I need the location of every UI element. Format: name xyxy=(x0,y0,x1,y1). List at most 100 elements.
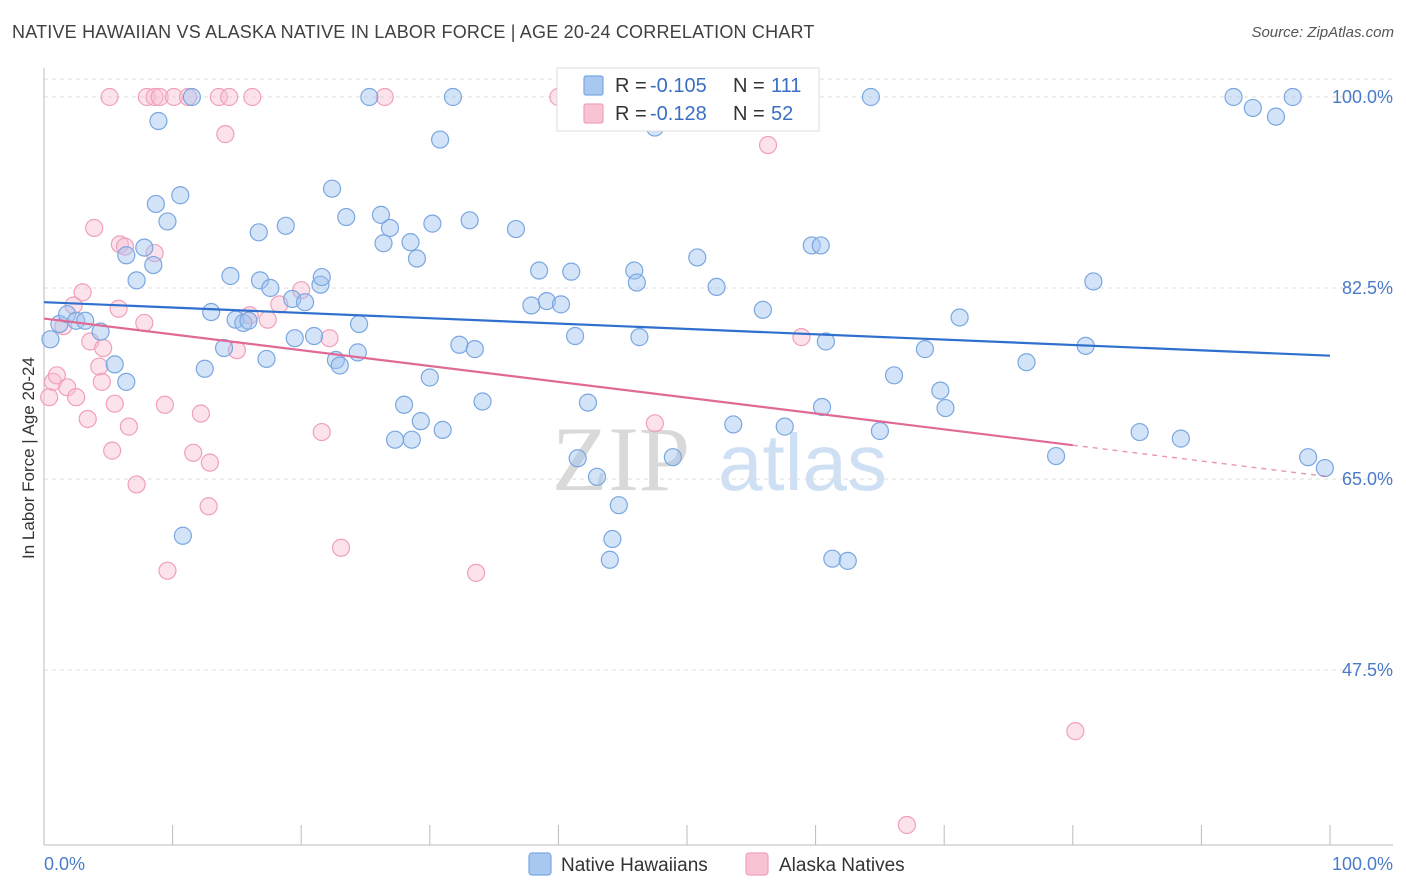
native-hawaiians-point xyxy=(221,266,240,286)
native-hawaiians-point xyxy=(816,332,835,351)
native-hawaiians-point xyxy=(1299,448,1318,467)
native-hawaiians-point xyxy=(724,415,743,434)
native-hawaiians-point xyxy=(195,359,214,378)
native-hawaiians-point xyxy=(276,216,295,235)
native-hawaiians-point xyxy=(330,356,349,375)
alaska-natives-point xyxy=(645,414,664,433)
native-hawaiians-point xyxy=(91,322,110,341)
watermark-zip: ZIP xyxy=(552,408,690,510)
native-hawaiians-point xyxy=(312,267,331,287)
legend-n-label-1: N = xyxy=(733,75,765,97)
alaska-natives-point xyxy=(792,328,811,347)
native-hawaiians-point xyxy=(1084,272,1103,291)
native-hawaiians-point xyxy=(202,302,221,322)
native-hawaiians-point xyxy=(249,223,268,242)
native-hawaiians-point xyxy=(149,111,168,131)
alaska-natives-point xyxy=(67,388,86,407)
alaska-natives-point xyxy=(135,313,154,333)
native-hawaiians-point xyxy=(1130,422,1149,442)
y-axis-label: In Labor Force | Age 20-24 xyxy=(19,357,38,559)
native-hawaiians-point xyxy=(838,551,857,570)
alaska-natives-point xyxy=(90,357,109,376)
native-hawaiians-point xyxy=(239,311,258,330)
native-hawaiians-point xyxy=(1171,429,1190,448)
native-hawaiians-points xyxy=(41,87,1334,570)
series-legend: Native Hawaiians Alaska Natives xyxy=(528,852,905,876)
native-hawaiians-point xyxy=(41,330,60,349)
y-tick-labels: 47.5% 65.0% 82.5% 100.0% xyxy=(1332,87,1393,680)
x-tick-min: 0.0% xyxy=(44,854,85,874)
native-hawaiians-point xyxy=(1243,98,1262,118)
alaska-natives-point xyxy=(758,135,778,155)
native-hawaiians-point xyxy=(812,397,832,417)
native-hawaiians-point xyxy=(506,219,526,239)
native-hawaiians-point xyxy=(443,87,463,107)
native-hawaiians-point xyxy=(775,417,794,436)
native-hawaiians-point xyxy=(753,300,772,319)
native-hawaiians-point xyxy=(322,179,342,198)
legend-swatch-blue xyxy=(583,75,604,96)
alaska-natives-point xyxy=(191,404,210,423)
native-hawaiians-point xyxy=(337,207,356,227)
legend-r-label-1: R = xyxy=(615,75,647,97)
native-hawaiians-point xyxy=(135,238,154,257)
legend-r-label-2: R = xyxy=(615,103,647,125)
legend-native-hawaiians-label: Native Hawaiians xyxy=(561,855,708,876)
alaska-natives-point xyxy=(92,372,111,391)
native-hawaiians-point xyxy=(146,194,165,214)
native-hawaiians-point xyxy=(430,130,450,149)
native-hawaiians-point xyxy=(522,296,541,315)
native-hawaiians-point xyxy=(173,526,192,545)
native-hawaiians-point xyxy=(144,255,163,275)
alaska-natives-point xyxy=(199,497,218,516)
native-hawaiians-point xyxy=(117,372,136,391)
legend-r-value-2: -0.128 xyxy=(650,103,707,125)
y-tick-label: 82.5% xyxy=(1342,278,1393,298)
alaska-natives-point xyxy=(897,815,917,835)
native-hawaiians-point xyxy=(915,340,935,359)
legend-native-hawaiians-swatch xyxy=(528,852,552,876)
native-hawaiians-point xyxy=(707,277,726,297)
native-hawaiians-point xyxy=(600,550,619,569)
native-hawaiians-point xyxy=(311,275,330,294)
native-hawaiians-point xyxy=(630,328,649,347)
native-hawaiians-point xyxy=(371,205,391,224)
native-hawaiians-point xyxy=(537,291,556,311)
native-hawaiians-point xyxy=(1017,353,1036,372)
native-hawaiians-point xyxy=(1224,87,1243,107)
watermark-atlas: atlas xyxy=(718,418,887,507)
alaska-natives-point xyxy=(73,283,92,302)
native-hawaiians-point xyxy=(105,355,124,374)
native-hawaiians-point xyxy=(304,326,324,346)
alaska-natives-point xyxy=(320,329,339,348)
native-hawaiians-point xyxy=(568,449,587,468)
alaska-natives-point xyxy=(209,87,228,107)
alaska-natives-point xyxy=(109,299,128,318)
y-tick-label: 65.0% xyxy=(1342,469,1393,489)
native-hawaiians-point xyxy=(1046,446,1066,466)
native-hawaiians-point xyxy=(401,233,420,252)
native-hawaiians-point xyxy=(257,349,276,369)
native-hawaiians-point xyxy=(295,293,315,312)
native-hawaiians-point xyxy=(473,392,492,411)
native-hawaiians-point xyxy=(407,249,427,268)
native-hawaiians-point xyxy=(380,218,400,238)
legend-swatch-pink xyxy=(583,103,604,124)
native-hawaiians-point xyxy=(1266,107,1286,126)
native-hawaiians-point xyxy=(158,212,177,231)
native-hawaiians-point xyxy=(117,246,136,265)
native-hawaiians-point xyxy=(420,368,439,387)
legend-r-value-1: -0.105 xyxy=(650,75,707,97)
native-hawaiians-point xyxy=(360,87,379,107)
legend-alaska-natives-label: Alaska Natives xyxy=(779,855,905,876)
native-hawaiians-point xyxy=(587,467,607,486)
alaska-natives-point xyxy=(100,87,119,107)
native-hawaiians-trendline xyxy=(43,301,1331,357)
legend-n-value-1: 111 xyxy=(771,75,801,97)
alaska-natives-point xyxy=(258,310,277,329)
y-tick-label: 100.0% xyxy=(1332,87,1393,107)
native-hawaiians-point xyxy=(578,393,598,412)
gridlines xyxy=(44,78,1393,671)
native-hawaiians-point xyxy=(688,248,707,267)
